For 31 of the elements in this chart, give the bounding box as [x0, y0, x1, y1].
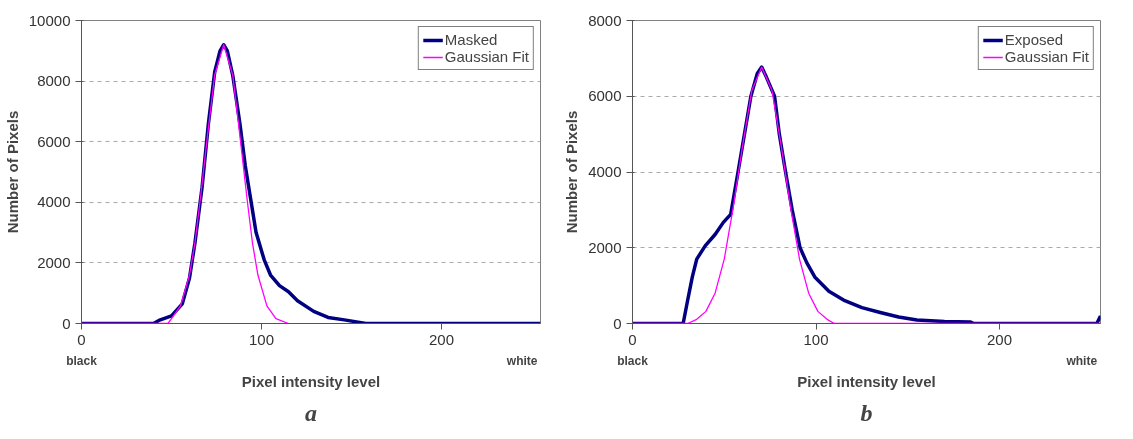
text: b [860, 399, 873, 426]
y-tick-label: 8000 [37, 72, 71, 90]
legend-label: Masked [444, 31, 498, 48]
legend-label: Exposed [1004, 31, 1064, 48]
x-tick-label: 100 [248, 330, 275, 348]
y-tick-label: 4000 [588, 163, 622, 180]
y-tick-label: 8000 [588, 11, 622, 29]
y-tick-label: 0 [62, 314, 71, 332]
y-tick-label: 6000 [37, 132, 71, 150]
x-tick-label: 200 [428, 330, 455, 348]
y-tick-label: 2000 [37, 253, 71, 271]
x-tick-label: 0 [628, 330, 637, 348]
text: white [1065, 353, 1098, 368]
x-axis-title: Pixel intensity level [797, 372, 936, 390]
text: black [617, 353, 649, 368]
y-tick-label: 0 [613, 314, 622, 332]
y-tick-label: 10000 [28, 11, 71, 29]
x-tick-label: 0 [77, 330, 86, 348]
legend-label: Gaussian Fit [1004, 48, 1089, 65]
y-tick-label: 6000 [588, 87, 622, 105]
y-tick-label: 4000 [37, 193, 71, 211]
x-tick-label: 100 [803, 330, 829, 348]
text: black [66, 353, 98, 368]
x-axis-title: Pixel intensity level [241, 372, 381, 390]
y-axis-title: Number of Pixels [3, 110, 21, 234]
y-axis-title: Number of Pixels [563, 110, 581, 234]
text: white [505, 353, 538, 368]
x-tick-label: 200 [987, 330, 1013, 348]
y-tick-label: 2000 [588, 238, 622, 256]
legend-label: Gaussian Fit [444, 48, 529, 65]
text: a [305, 399, 317, 426]
